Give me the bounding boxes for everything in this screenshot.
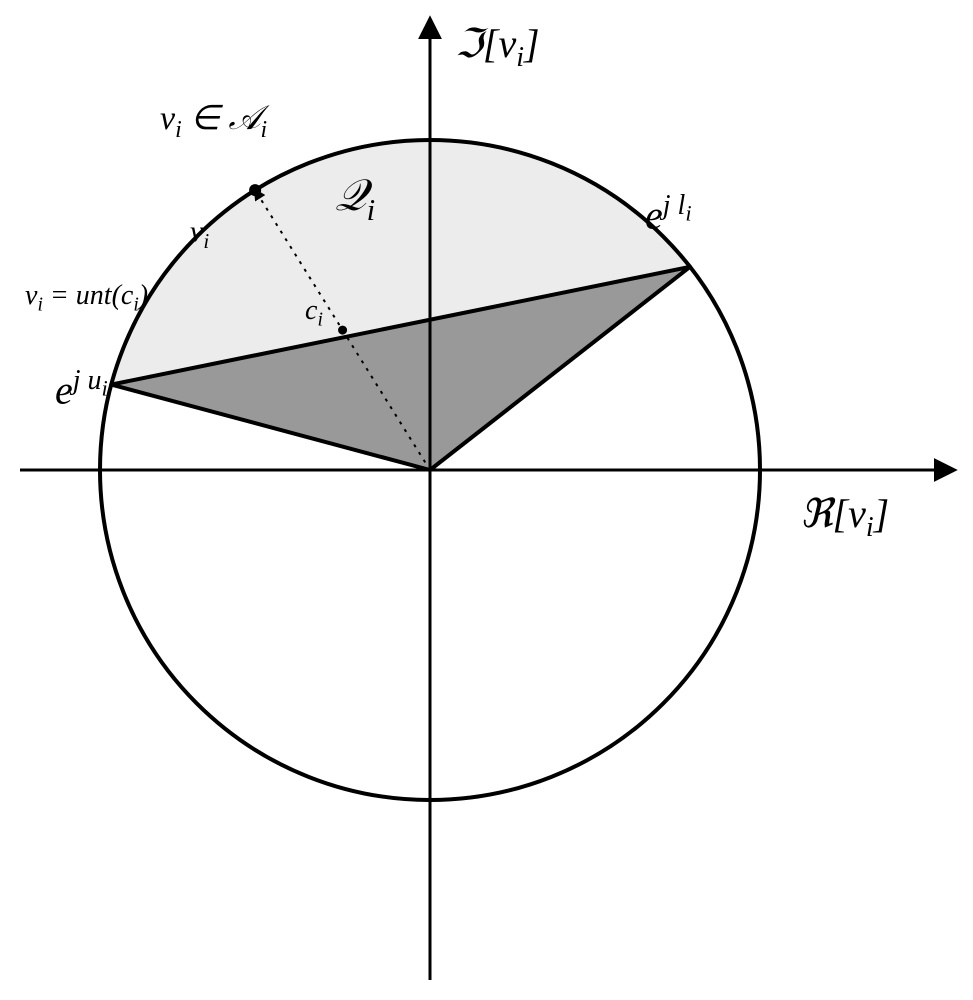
unt-equation-label: vi = unt(ci) bbox=[25, 280, 148, 317]
region-q-label: 𝒬i bbox=[335, 170, 375, 228]
ci-point bbox=[339, 326, 347, 334]
vi-point-label: vi bbox=[190, 215, 209, 254]
membership-label: vi ∈ 𝒜i bbox=[160, 98, 267, 144]
x-axis-label: ℜ[vi] bbox=[800, 490, 889, 544]
e-jl-label: ej li bbox=[645, 190, 692, 238]
e-ju-label: ej ui bbox=[55, 365, 108, 413]
vi-point bbox=[249, 184, 261, 196]
ci-point-label: ci bbox=[305, 295, 323, 332]
y-axis-label: ℑ[vi] bbox=[455, 20, 540, 74]
